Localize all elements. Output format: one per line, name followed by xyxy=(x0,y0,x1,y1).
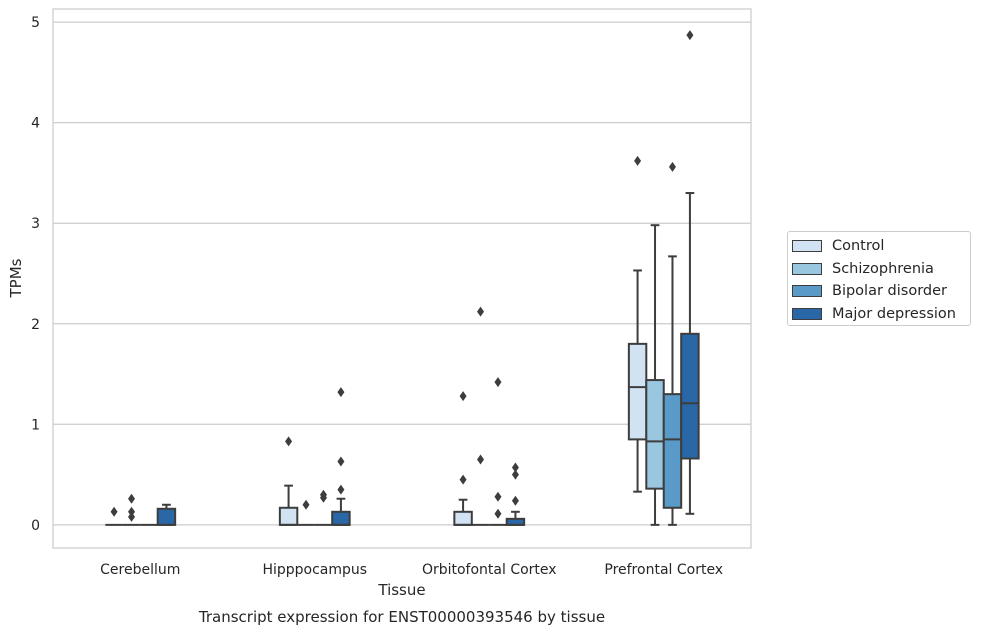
legend-item: Schizophrenia xyxy=(792,258,970,281)
outlier-point xyxy=(477,306,485,317)
y-axis-label: TPMs xyxy=(7,258,25,298)
box-body xyxy=(627,342,648,441)
box-group xyxy=(505,462,526,526)
y-tick-label: 4 xyxy=(31,116,40,132)
outlier-point xyxy=(494,377,502,388)
box-group xyxy=(627,155,648,493)
box-group xyxy=(314,489,333,526)
outlier-point xyxy=(511,495,519,506)
outlier-point xyxy=(668,161,676,172)
legend-label: Major depression xyxy=(832,305,956,322)
y-tick-label: 5 xyxy=(31,15,40,31)
legend-label: Control xyxy=(832,238,885,255)
outlier-point xyxy=(459,391,467,402)
legend-swatch xyxy=(792,285,822,298)
x-tick-label: Hipppocampus xyxy=(262,562,367,578)
box-group xyxy=(453,391,473,526)
box-group xyxy=(105,506,123,526)
box-group xyxy=(662,161,683,526)
plot-area-frame xyxy=(52,8,752,549)
x-tick-label: Orbitofontal Cortex xyxy=(422,562,557,578)
box-group xyxy=(156,503,177,526)
box-body xyxy=(331,510,351,526)
outlier-point xyxy=(110,506,118,517)
outlier-point xyxy=(285,436,293,447)
y-axis-ticks: 0 1 2 3 4 5 xyxy=(31,15,40,534)
legend-swatch xyxy=(792,307,822,320)
legend-item: Major depression xyxy=(792,303,970,326)
legend-swatch xyxy=(792,262,822,275)
outlier-point xyxy=(511,469,519,480)
box-body xyxy=(156,507,177,526)
outlier-point xyxy=(477,454,485,465)
box-group xyxy=(471,306,490,526)
outlier-point xyxy=(128,511,136,522)
outlier-point xyxy=(494,508,502,519)
box-group xyxy=(680,30,700,515)
x-tick-label: Prefrontal Cortex xyxy=(604,562,723,578)
y-tick-label: 1 xyxy=(31,417,40,433)
box-body xyxy=(662,393,683,509)
box-group xyxy=(645,224,665,526)
box-body xyxy=(453,510,473,526)
box-group xyxy=(489,377,507,526)
grid-lines xyxy=(53,21,751,526)
box-body xyxy=(278,506,299,526)
box-group xyxy=(297,499,315,526)
box-body xyxy=(680,332,700,460)
outlier-point xyxy=(337,484,345,495)
outlier-point xyxy=(319,489,327,500)
legend-swatch xyxy=(792,240,822,253)
x-axis-ticks: Cerebellum Hipppocampus Orbitofontal Corte… xyxy=(100,562,723,578)
outlier-point xyxy=(337,456,345,467)
legend-item: Bipolar disorder xyxy=(792,280,970,303)
legend-label: Bipolar disorder xyxy=(832,283,947,300)
x-axis-label: Tissue xyxy=(377,581,425,599)
legend-item: Control xyxy=(792,235,970,258)
y-tick-label: 3 xyxy=(31,216,40,232)
box-group xyxy=(122,493,141,526)
chart-caption: Transcript expression for ENST0000039354… xyxy=(198,608,605,626)
outlier-point xyxy=(494,491,502,502)
legend: Control Schizophrenia Bipolar disorder Majo… xyxy=(787,231,971,326)
y-tick-label: 2 xyxy=(31,317,40,333)
y-tick-label: 0 xyxy=(31,518,40,534)
outlier-point xyxy=(128,493,136,504)
box-group xyxy=(331,387,351,526)
box-group xyxy=(278,436,299,526)
box-body xyxy=(645,379,665,490)
outlier-point xyxy=(634,155,642,166)
outlier-point xyxy=(337,387,345,398)
outlier-point xyxy=(459,474,467,485)
outlier-point xyxy=(302,499,310,510)
legend-label: Schizophrenia xyxy=(832,260,934,277)
outlier-point xyxy=(511,462,519,473)
box-plot-marks xyxy=(105,30,700,526)
x-tick-label: Cerebellum xyxy=(100,562,180,578)
outlier-point xyxy=(686,30,694,41)
outlier-point xyxy=(128,506,136,517)
